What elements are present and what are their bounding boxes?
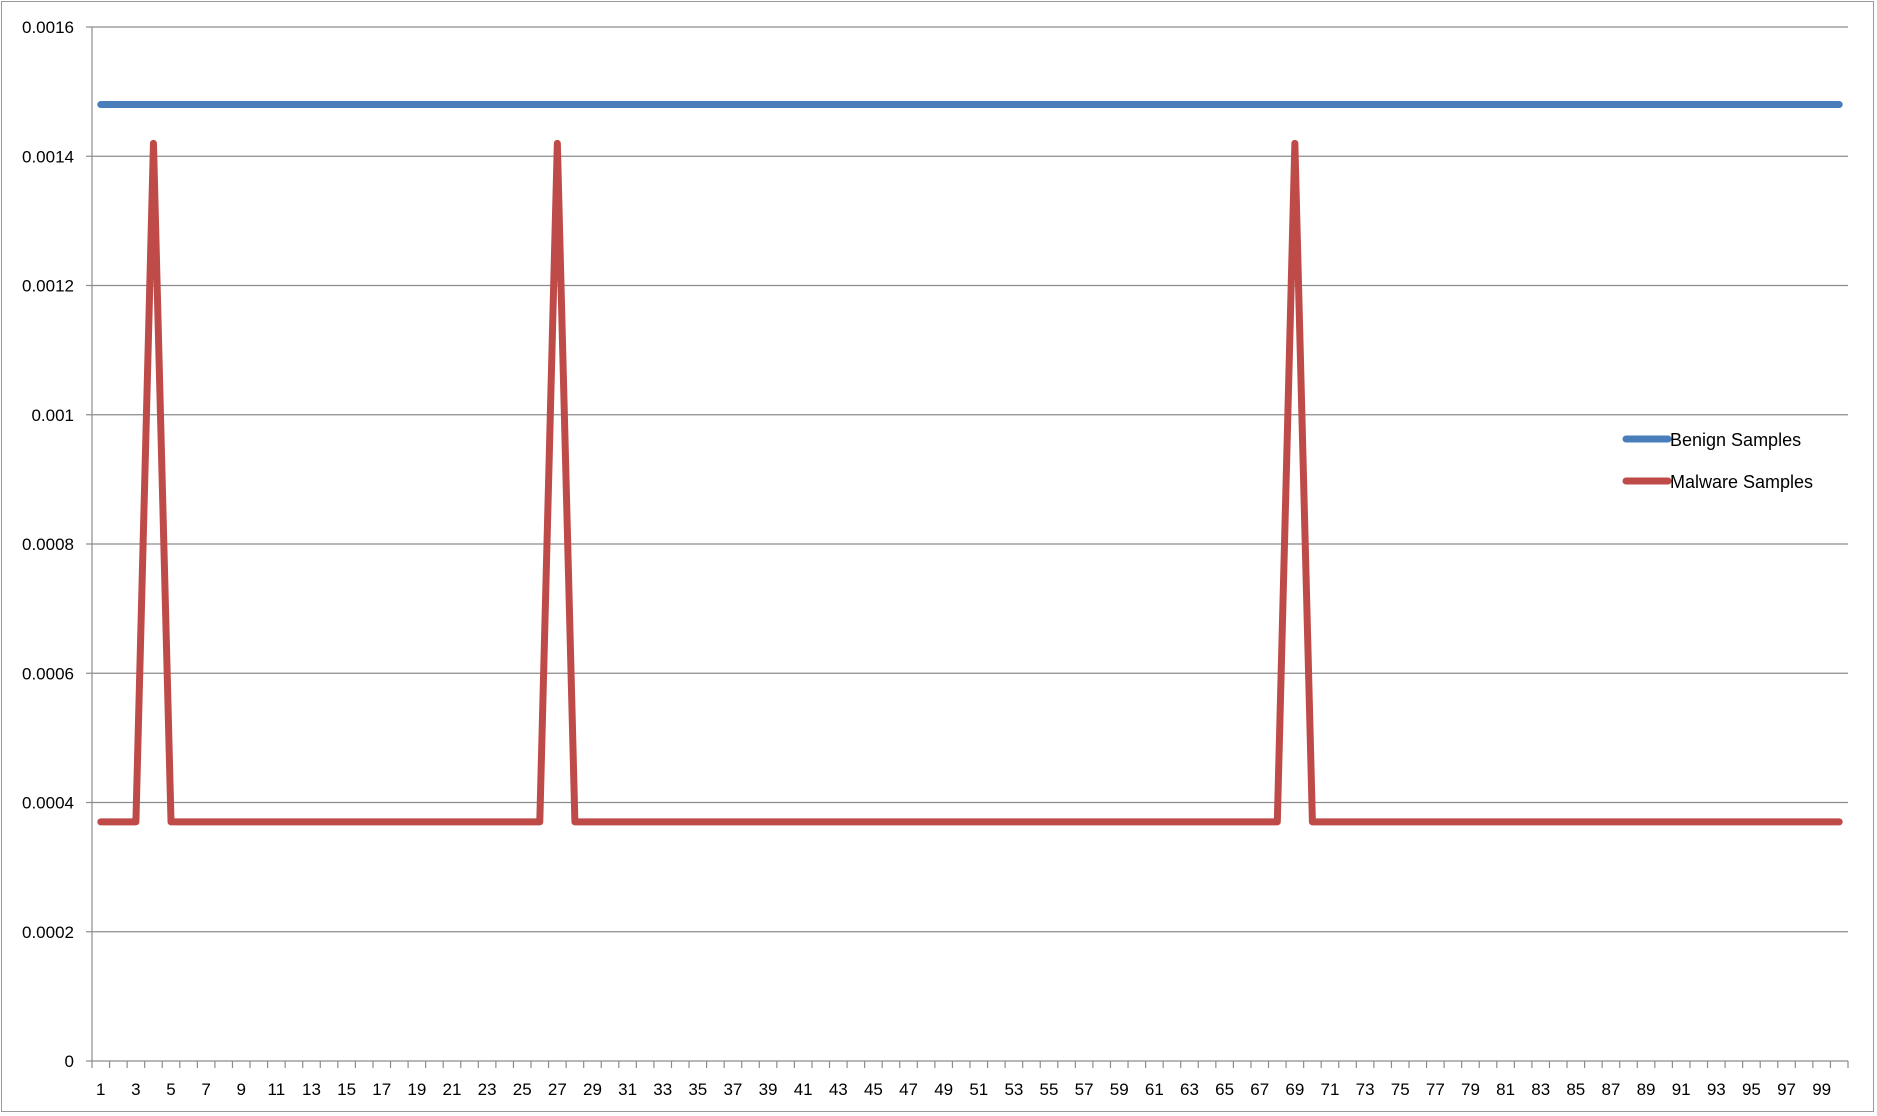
x-tick-label: 31 [618,1080,637,1099]
x-tick-label: 75 [1391,1080,1410,1099]
x-tick-label: 37 [723,1080,742,1099]
x-tick-label: 61 [1145,1080,1164,1099]
x-tick-label: 5 [166,1080,175,1099]
x-tick-label: 43 [829,1080,848,1099]
x-tick-label: 3 [131,1080,140,1099]
x-tick-label: 19 [407,1080,426,1099]
y-tick-label: 0.0012 [22,277,74,296]
y-tick-label: 0.0006 [22,664,74,683]
x-tick-label: 39 [759,1080,778,1099]
x-tick-label: 23 [478,1080,497,1099]
legend-label: Malware Samples [1670,472,1813,492]
gridlines [92,26,1848,933]
x-tick-label: 27 [548,1080,567,1099]
x-tick-label: 99 [1812,1080,1831,1099]
y-tick-label: 0 [65,1052,74,1071]
x-tick-label: 21 [443,1080,462,1099]
x-tick-label: 51 [969,1080,988,1099]
axes: 0 0.0002 0.0004 0.0006 0.0008 0.001 0.0012 0.00… [22,18,1849,1099]
x-tick-label: 49 [934,1080,953,1099]
x-tick-label: 45 [864,1080,883,1099]
x-tick-label: 63 [1180,1080,1199,1099]
x-tick-label: 77 [1426,1080,1445,1099]
y-tick-label: 0.0002 [22,923,74,942]
x-tick-label: 41 [794,1080,813,1099]
x-tick-label: 67 [1250,1080,1269,1099]
x-tick-label: 55 [1040,1080,1059,1099]
x-tick-label: 91 [1672,1080,1691,1099]
x-tick-label: 93 [1707,1080,1726,1099]
x-tick-label: 25 [513,1080,532,1099]
legend-label: Benign Samples [1670,430,1801,450]
x-tick-label: 65 [1215,1080,1234,1099]
x-tick-label: 71 [1321,1080,1340,1099]
series-lines [97,101,1843,826]
x-tick-label: 83 [1531,1080,1550,1099]
x-tick-label: 35 [688,1080,707,1099]
x-tick-label: 73 [1356,1080,1375,1099]
x-tick-label: 29 [583,1080,602,1099]
x-tick-label: 79 [1461,1080,1480,1099]
y-tick-label: 0.0004 [22,794,74,813]
x-tick-label: 87 [1601,1080,1620,1099]
x-tick-label: 89 [1637,1080,1656,1099]
y-tick-label: 0.0016 [22,18,74,37]
x-tick-label: 57 [1075,1080,1094,1099]
y-tick-label: 0.0008 [22,535,74,554]
y-tick-label: 0.0014 [22,147,74,166]
x-tick-label: 69 [1285,1080,1304,1099]
x-tick-label: 11 [268,1080,286,1099]
x-tick-label: 47 [899,1080,918,1099]
x-tick-label: 85 [1566,1080,1585,1099]
x-tick-label: 81 [1496,1080,1515,1099]
x-tick-label: 7 [201,1080,210,1099]
series-line-malware [97,139,1843,826]
legend: Benign Samples Malware Samples [1622,430,1813,492]
x-tick-label: 53 [1004,1080,1023,1099]
x-tick-label: 59 [1110,1080,1129,1099]
y-tick-label: 0.001 [31,406,74,425]
x-tick-label: 97 [1777,1080,1796,1099]
x-tick-label: 95 [1742,1080,1761,1099]
x-tick-label: 13 [302,1080,321,1099]
x-tick-label: 1 [96,1080,105,1099]
x-tick-label: 33 [653,1080,672,1099]
x-tick-label: 9 [237,1080,246,1099]
x-tick-label: 17 [372,1080,391,1099]
x-tick-label: 15 [337,1080,356,1099]
